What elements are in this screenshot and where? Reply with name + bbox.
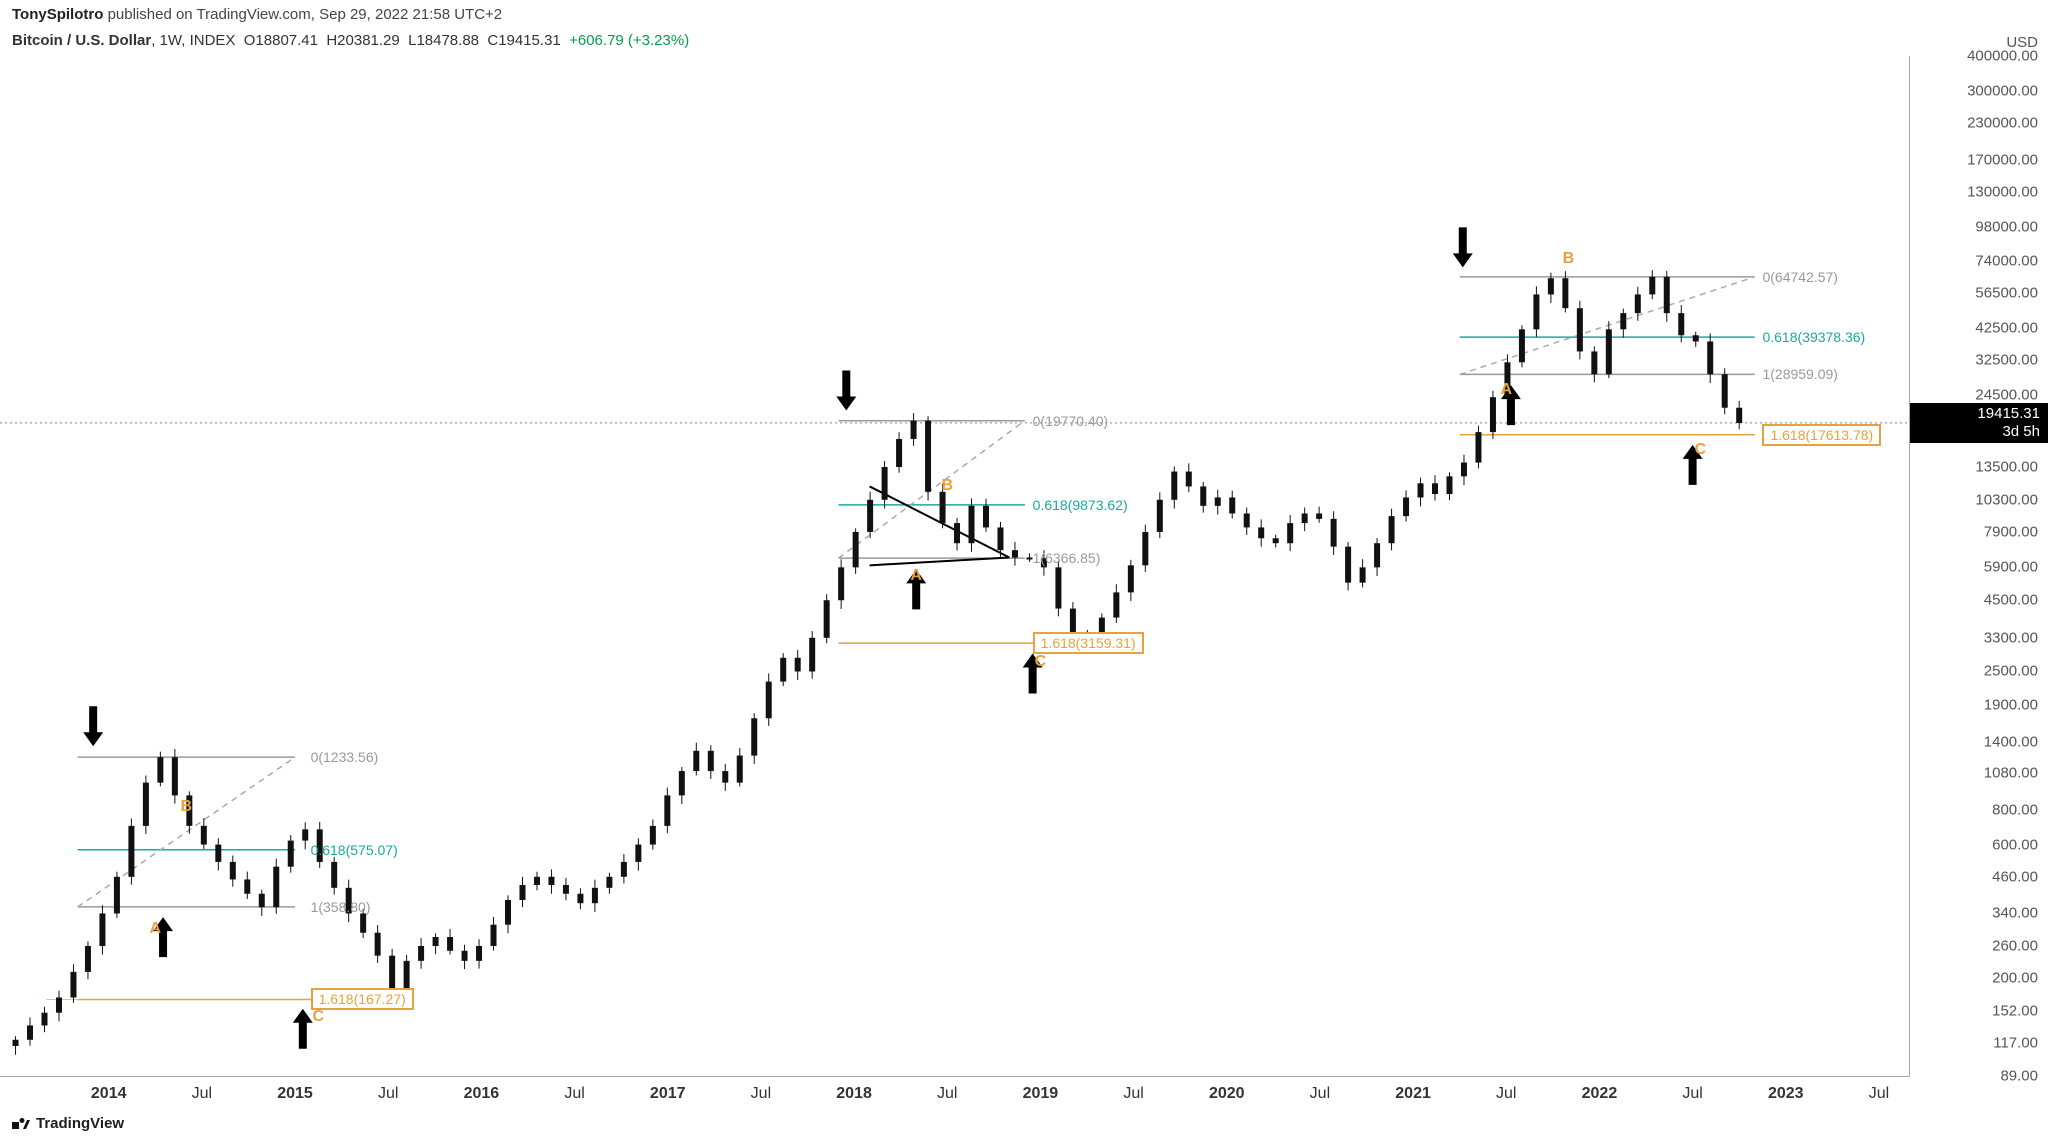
y-axis-tick: 260.00 bbox=[1992, 937, 2038, 954]
x-axis-tick: Jul bbox=[1682, 1085, 1702, 1103]
y-axis-tick: 5900.00 bbox=[1984, 559, 2038, 576]
x-axis-tick: Jul bbox=[1869, 1085, 1889, 1103]
y-axis-tick: 170000.00 bbox=[1967, 151, 2038, 168]
y-axis[interactable]: USD 400000.00300000.00230000.00170000.00… bbox=[1909, 56, 2048, 1076]
symbol-name: Bitcoin / U.S. Dollar bbox=[12, 32, 151, 49]
fib-level-label: 0.618(9873.62) bbox=[1033, 497, 1128, 513]
y-axis-tick: 400000.00 bbox=[1967, 48, 2038, 65]
y-axis-tick: 230000.00 bbox=[1967, 115, 2038, 132]
x-axis-tick: 2023 bbox=[1768, 1085, 1804, 1103]
y-axis-tick: 800.00 bbox=[1992, 801, 2038, 818]
y-axis-tick: 200.00 bbox=[1992, 969, 2038, 986]
x-axis-tick: Jul bbox=[1123, 1085, 1143, 1103]
y-axis-tick: 4500.00 bbox=[1984, 592, 2038, 609]
elliott-wave-label: C bbox=[1695, 441, 1707, 459]
fib-ext-box: 1.618(167.27) bbox=[311, 988, 414, 1010]
elliott-wave-label: B bbox=[941, 477, 953, 495]
tradingview-branding-text: TradingView bbox=[36, 1115, 124, 1132]
y-axis-tick: 340.00 bbox=[1992, 905, 2038, 922]
ohlc-close: 19415.31 bbox=[498, 32, 561, 49]
elliott-wave-label: B bbox=[181, 798, 193, 816]
y-axis-tick: 1400.00 bbox=[1984, 733, 2038, 750]
last-price-value: 19415.31 bbox=[1918, 405, 2040, 423]
elliott-wave-label: A bbox=[150, 920, 162, 938]
y-axis-tick: 600.00 bbox=[1992, 836, 2038, 853]
x-axis-tick: Jul bbox=[937, 1085, 957, 1103]
publish-date: Sep 29, 2022 21:58 UTC+2 bbox=[319, 6, 502, 23]
ohlc-change-pct: (+3.23%) bbox=[628, 32, 689, 49]
x-axis-tick: 2016 bbox=[464, 1085, 500, 1103]
ohlc-change: +606.79 bbox=[569, 32, 624, 49]
y-axis-tick: 300000.00 bbox=[1967, 82, 2038, 99]
y-axis-tick: 3300.00 bbox=[1984, 629, 2038, 646]
x-axis-tick: Jul bbox=[378, 1085, 398, 1103]
symbol-interval: 1W bbox=[160, 32, 182, 49]
fib-level-label: 0(1233.56) bbox=[311, 749, 379, 765]
x-axis-tick: Jul bbox=[192, 1085, 212, 1103]
x-axis-tick: 2022 bbox=[1582, 1085, 1618, 1103]
elliott-wave-label: A bbox=[910, 567, 922, 585]
fib-level-label: 1(6366.85) bbox=[1033, 550, 1101, 566]
fib-ext-box: 1.618(17613.78) bbox=[1762, 424, 1881, 446]
y-axis-tick: 117.00 bbox=[1993, 1034, 2038, 1051]
x-axis[interactable]: 2014 Jul 2015 Jul 2016 Jul 2017 Jul 2018 Jul 2019 J… bbox=[0, 1076, 1910, 1107]
elliott-wave-label: A bbox=[1500, 381, 1512, 399]
tradingview-logo-icon bbox=[12, 1118, 30, 1130]
x-axis-tick: 2014 bbox=[91, 1085, 127, 1103]
price-chart[interactable] bbox=[0, 56, 1910, 1076]
x-axis-tick: 2017 bbox=[650, 1085, 686, 1103]
y-axis-tick: 89.00 bbox=[2000, 1068, 2038, 1085]
y-axis-tick: 56500.00 bbox=[1975, 285, 2038, 302]
bar-countdown: 3d 5h bbox=[1918, 423, 2040, 441]
y-axis-tick: 1080.00 bbox=[1984, 765, 2038, 782]
x-axis-tick: Jul bbox=[564, 1085, 584, 1103]
fib-level-label: 0.618(39378.36) bbox=[1762, 329, 1865, 345]
y-axis-tick: 32500.00 bbox=[1975, 352, 2038, 369]
y-axis-tick: 10300.00 bbox=[1975, 491, 2038, 508]
fib-level-label: 0.618(575.07) bbox=[311, 842, 398, 858]
y-axis-tick: 152.00 bbox=[1992, 1003, 2038, 1020]
y-axis-tick: 460.00 bbox=[1992, 868, 2038, 885]
fib-level-label: 1(28959.09) bbox=[1762, 366, 1838, 382]
ohlc-low: 18478.88 bbox=[416, 32, 479, 49]
y-axis-tick: 2500.00 bbox=[1984, 663, 2038, 680]
x-axis-tick: 2019 bbox=[1023, 1085, 1059, 1103]
y-axis-tick: 98000.00 bbox=[1975, 218, 2038, 235]
ohlc-open: 18807.41 bbox=[255, 32, 318, 49]
fib-level-label: 1(358.80) bbox=[311, 899, 371, 915]
fib-level-label: 0(19770.40) bbox=[1033, 413, 1109, 429]
published-on: published on TradingView.com, bbox=[108, 6, 315, 23]
elliott-wave-label: C bbox=[1035, 653, 1047, 671]
y-axis-tick: 74000.00 bbox=[1975, 252, 2038, 269]
ohlc-high: 20381.29 bbox=[337, 32, 400, 49]
elliott-wave-label: C bbox=[313, 1008, 325, 1026]
fib-level-label: 0(64742.57) bbox=[1762, 269, 1838, 285]
fib-ext-box: 1.618(3159.31) bbox=[1033, 632, 1144, 654]
x-axis-tick: Jul bbox=[1496, 1085, 1516, 1103]
y-axis-tick: 7900.00 bbox=[1984, 523, 2038, 540]
x-axis-tick: 2021 bbox=[1395, 1085, 1431, 1103]
x-axis-tick: Jul bbox=[751, 1085, 771, 1103]
x-axis-tick: 2015 bbox=[277, 1085, 313, 1103]
y-axis-tick: 130000.00 bbox=[1967, 184, 2038, 201]
last-price-label: 19415.31 3d 5h bbox=[1910, 403, 2048, 443]
x-axis-tick: Jul bbox=[1310, 1085, 1330, 1103]
y-axis-tick: 13500.00 bbox=[1975, 458, 2038, 475]
publish-header: TonySpilotro published on TradingView.co… bbox=[12, 6, 502, 23]
x-axis-tick: 2018 bbox=[836, 1085, 872, 1103]
y-axis-tick: 1900.00 bbox=[1984, 696, 2038, 713]
x-axis-tick: 2020 bbox=[1209, 1085, 1245, 1103]
author: TonySpilotro bbox=[12, 6, 103, 23]
y-axis-tick: 42500.00 bbox=[1975, 319, 2038, 336]
tradingview-branding: TradingView bbox=[12, 1115, 124, 1132]
symbol-ohlc: Bitcoin / U.S. Dollar, 1W, INDEX O18807.… bbox=[12, 32, 689, 49]
symbol-exchange: INDEX bbox=[190, 32, 236, 49]
y-axis-tick: 24500.00 bbox=[1975, 386, 2038, 403]
elliott-wave-label: B bbox=[1563, 250, 1575, 268]
